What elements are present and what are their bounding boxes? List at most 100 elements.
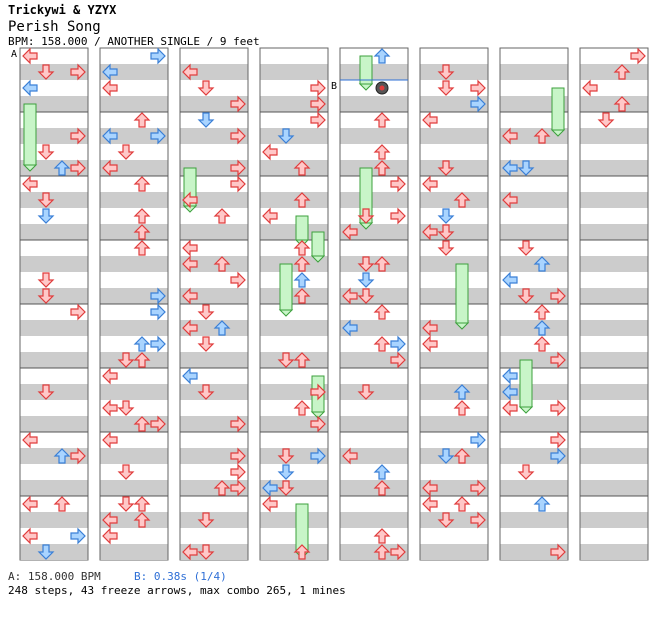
stripe-band	[20, 352, 88, 368]
stripe-band	[500, 224, 568, 240]
arrow-shape	[197, 304, 215, 320]
step-arrow-icon	[422, 111, 438, 129]
arrow-shape	[197, 112, 215, 128]
arrow-shape	[53, 448, 71, 464]
stripe-band	[340, 288, 408, 304]
stripe-band	[260, 288, 328, 304]
stripe-band	[100, 288, 168, 304]
stripe-band	[580, 160, 648, 176]
step-arrow-icon	[357, 288, 375, 304]
arrow-shape	[150, 335, 166, 353]
step-arrow-icon	[453, 496, 471, 512]
arrow-shape	[293, 352, 311, 368]
step-arrow-icon	[22, 527, 38, 545]
step-arrow-icon	[230, 447, 246, 465]
arrow-shape	[262, 479, 278, 497]
arrow-shape	[502, 127, 518, 145]
arrow-shape	[117, 464, 135, 480]
song-title: Perish Song	[8, 19, 101, 35]
arrow-shape	[117, 144, 135, 160]
arrow-shape	[310, 383, 326, 401]
stripe-band	[180, 224, 248, 240]
step-arrow-icon	[230, 415, 246, 433]
arrow-shape	[230, 479, 246, 497]
stripe-band	[420, 544, 488, 560]
step-arrow-icon	[37, 384, 55, 400]
stripe-band	[100, 416, 168, 432]
step-arrow-icon	[310, 415, 326, 433]
stripe-band	[260, 128, 328, 144]
arrow-shape	[390, 335, 406, 353]
stripe-band	[580, 416, 648, 432]
arrow-shape	[437, 64, 455, 80]
step-arrow-icon	[453, 384, 471, 400]
step-arrow-icon	[293, 160, 311, 176]
arrow-shape	[133, 176, 151, 192]
step-arrow-icon	[70, 447, 86, 465]
step-arrow-icon	[470, 479, 486, 497]
freeze-arrow-icon	[279, 263, 293, 311]
arrow-shape	[230, 95, 246, 113]
stripe-band	[500, 128, 568, 144]
arrow-shape	[53, 496, 71, 512]
stripe-band	[580, 96, 648, 112]
arrow-shape	[502, 367, 518, 385]
arrow-shape	[277, 448, 295, 464]
step-arrow-icon	[150, 335, 166, 353]
arrow-shape	[453, 384, 471, 400]
stripe-band	[180, 256, 248, 272]
arrow-shape	[133, 336, 151, 352]
stripe-band	[340, 544, 408, 560]
stripe-band	[420, 192, 488, 208]
arrow-shape	[22, 495, 38, 513]
step-arrow-icon	[437, 240, 455, 256]
stripe-band	[260, 544, 328, 560]
step-arrow-icon	[53, 448, 71, 464]
arrow-shape	[550, 287, 566, 305]
arrow-shape	[262, 143, 278, 161]
arrow-shape	[310, 415, 326, 433]
arrow-shape	[502, 271, 518, 289]
arrow-shape	[437, 208, 455, 224]
step-arrow-icon	[293, 256, 311, 272]
arrow-shape	[53, 160, 71, 176]
stripe-band	[580, 128, 648, 144]
stripe-band	[420, 416, 488, 432]
step-arrow-icon	[37, 64, 55, 80]
arrow-shape	[197, 544, 215, 560]
stripe-band	[260, 480, 328, 496]
stripe-band	[180, 96, 248, 112]
step-arrow-icon	[22, 175, 38, 193]
bpm-legend-b: B: 0.38s (1/4)	[134, 570, 227, 583]
stripe-band	[180, 352, 248, 368]
arrow-shape	[293, 240, 311, 256]
step-arrow-icon	[262, 143, 278, 161]
step-arrow-icon	[150, 47, 166, 65]
step-arrow-icon	[357, 256, 375, 272]
step-arrow-icon	[37, 544, 55, 560]
arrow-shape	[357, 384, 375, 400]
marker-a: A	[11, 49, 17, 60]
arrow-shape	[277, 352, 295, 368]
step-arrow-icon	[133, 496, 151, 512]
arrow-shape	[422, 111, 438, 129]
freeze-arrow-icon	[23, 103, 37, 166]
step-arrow-icon	[37, 144, 55, 160]
arrow-shape	[117, 400, 135, 416]
arrow-shape	[37, 208, 55, 224]
step-arrow-icon	[470, 79, 486, 97]
stripe-band	[180, 320, 248, 336]
stripe-band	[340, 384, 408, 400]
stripe-band	[580, 224, 648, 240]
arrow-shape	[197, 384, 215, 400]
step-arrow-icon	[310, 383, 326, 401]
arrow-shape	[422, 175, 438, 193]
arrow-shape	[422, 495, 438, 513]
step-arrow-icon	[390, 351, 406, 369]
step-arrow-icon	[150, 303, 166, 321]
stripe-band	[20, 128, 88, 144]
arrow-shape	[197, 80, 215, 96]
stripe-band	[260, 256, 328, 272]
stripe-band	[100, 320, 168, 336]
stripe-band	[100, 192, 168, 208]
